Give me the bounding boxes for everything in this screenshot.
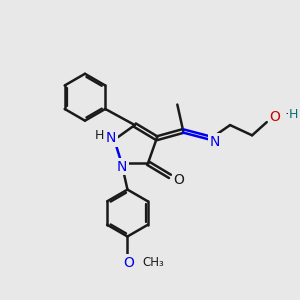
Text: O: O [124,256,134,270]
Text: N: N [106,131,116,145]
Text: O: O [173,173,184,187]
Text: N: N [117,160,128,174]
Text: N: N [209,135,220,149]
Text: H: H [289,108,298,121]
Text: CH₃: CH₃ [143,256,164,269]
Text: H: H [94,129,104,142]
Text: O: O [269,110,281,124]
Text: -: - [285,107,290,120]
